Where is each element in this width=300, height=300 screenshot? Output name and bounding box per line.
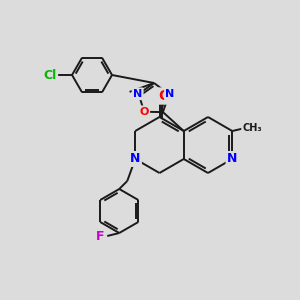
Text: N: N	[133, 89, 142, 99]
Text: N: N	[130, 152, 140, 166]
Text: N: N	[165, 89, 175, 99]
Text: O: O	[140, 107, 149, 117]
Text: Cl: Cl	[44, 68, 57, 82]
Text: N: N	[227, 152, 237, 166]
Text: CH₃: CH₃	[242, 123, 262, 133]
Text: O: O	[159, 89, 170, 103]
Text: F: F	[96, 230, 104, 244]
